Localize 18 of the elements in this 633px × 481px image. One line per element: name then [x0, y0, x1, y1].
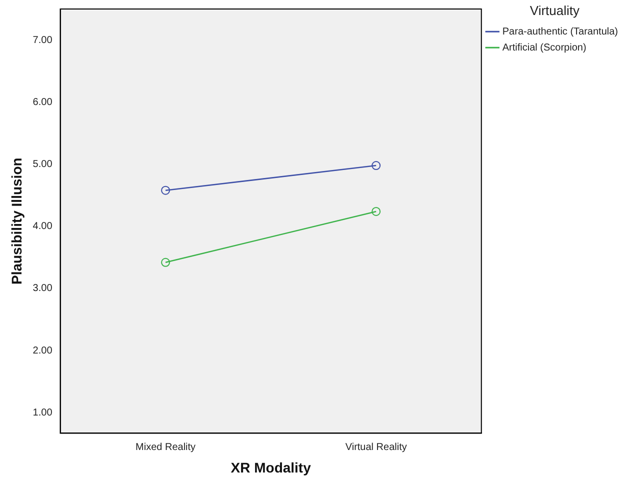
- point: [372, 206, 381, 216]
- x-tick-label: Mixed Reality: [136, 442, 196, 453]
- y-tick-label: 5.00: [32, 159, 53, 170]
- legend-label: Para-authentic (Tarantula): [502, 26, 618, 38]
- x-tick-label: Virtual Reality: [345, 442, 407, 453]
- y-tick-label: 4.00: [32, 221, 53, 232]
- y-tick-label: 3.00: [32, 283, 53, 294]
- y-tick-label: 1.00: [32, 407, 53, 418]
- y-axis-title: Plausibility Illusion: [8, 158, 24, 285]
- legend-label: Artificial (Scorpion): [502, 42, 586, 54]
- legend-title: Virtuality: [530, 3, 580, 18]
- y-tick-label: 7.00: [32, 34, 53, 46]
- y-tick-label: 6.00: [32, 96, 53, 108]
- y-tick-label: 2.00: [32, 345, 53, 356]
- point: [372, 161, 381, 170]
- point: [161, 186, 170, 195]
- x-axis-title: XR Modality: [230, 459, 312, 476]
- point: [161, 258, 170, 267]
